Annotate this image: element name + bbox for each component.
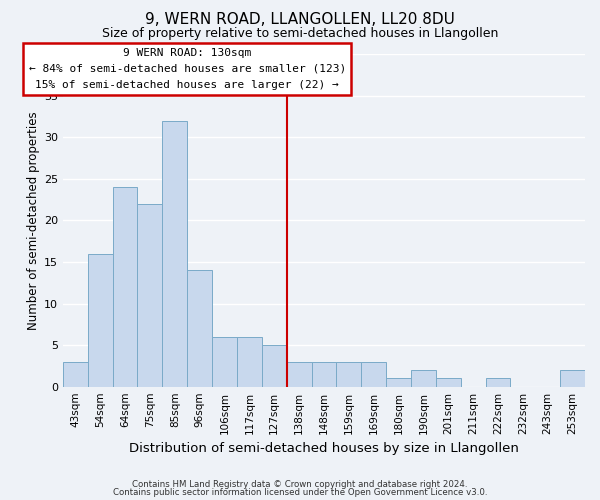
Bar (287, 362, 311, 386)
Bar (137, 204, 163, 386)
Bar (237, 337, 262, 386)
Text: Size of property relative to semi-detached houses in Llangollen: Size of property relative to semi-detach… (102, 28, 498, 40)
Bar (337, 362, 361, 386)
X-axis label: Distribution of semi-detached houses by size in Llangollen: Distribution of semi-detached houses by … (129, 442, 519, 455)
Text: 9 WERN ROAD: 130sqm
← 84% of semi-detached houses are smaller (123)
15% of semi-: 9 WERN ROAD: 130sqm ← 84% of semi-detach… (29, 48, 346, 90)
Bar (386, 378, 411, 386)
Bar (212, 337, 237, 386)
Bar (560, 370, 585, 386)
Bar (262, 345, 287, 387)
Bar (113, 187, 137, 386)
Bar (88, 254, 113, 386)
Bar (187, 270, 212, 386)
Text: Contains public sector information licensed under the Open Government Licence v3: Contains public sector information licen… (113, 488, 487, 497)
Bar (411, 370, 436, 386)
Y-axis label: Number of semi-detached properties: Number of semi-detached properties (27, 111, 40, 330)
Bar (436, 378, 461, 386)
Bar (63, 362, 88, 386)
Bar (311, 362, 337, 386)
Text: Contains HM Land Registry data © Crown copyright and database right 2024.: Contains HM Land Registry data © Crown c… (132, 480, 468, 489)
Bar (163, 120, 187, 386)
Bar (361, 362, 386, 386)
Text: 9, WERN ROAD, LLANGOLLEN, LL20 8DU: 9, WERN ROAD, LLANGOLLEN, LL20 8DU (145, 12, 455, 28)
Bar (485, 378, 511, 386)
